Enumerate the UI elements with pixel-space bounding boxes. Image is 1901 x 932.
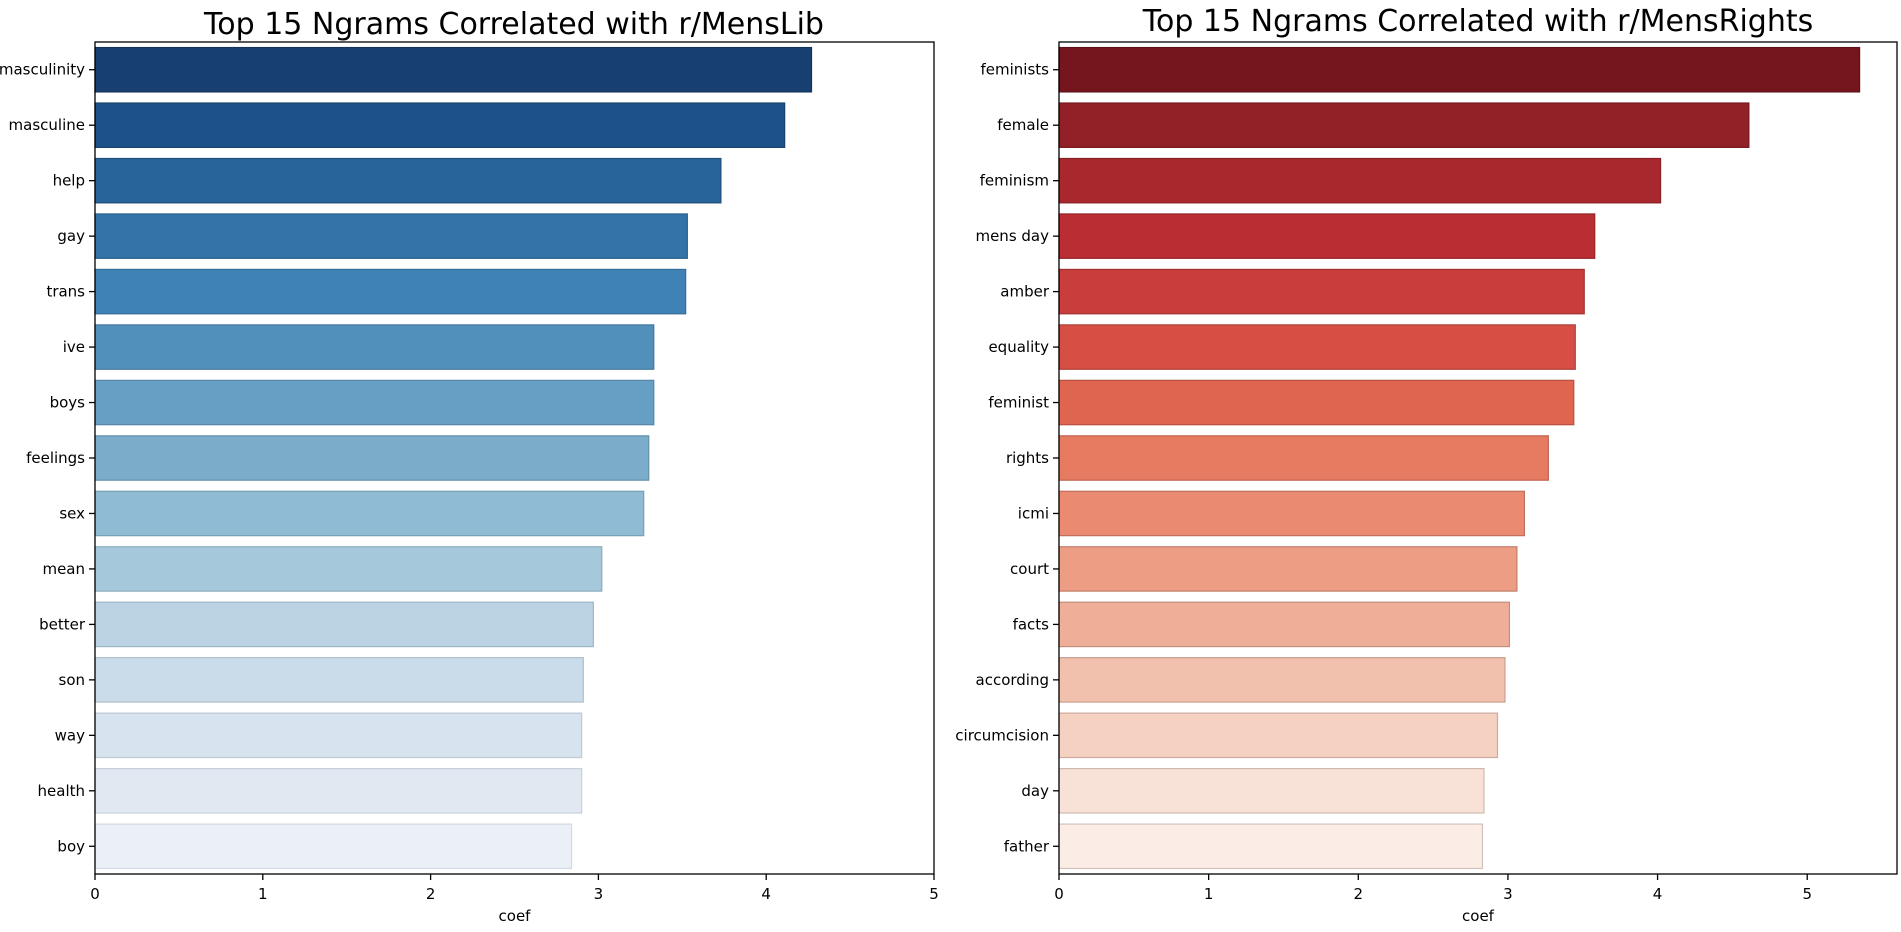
x-tick-label: 5 xyxy=(1802,885,1812,903)
y-tick-label: day xyxy=(1021,782,1049,800)
x-axis-label: coef xyxy=(499,907,532,925)
bar xyxy=(1058,657,1506,703)
y-tick-label: facts xyxy=(1013,615,1050,633)
y-tick-label: circumcision xyxy=(955,726,1049,744)
bar xyxy=(1058,601,1511,648)
plot-area xyxy=(94,41,935,875)
bar xyxy=(94,435,650,481)
bar xyxy=(94,157,722,204)
bar xyxy=(94,102,786,148)
y-tick-label: gay xyxy=(57,227,85,245)
y-tick-label: sex xyxy=(59,504,85,522)
bar xyxy=(94,546,603,592)
x-tick-label: 2 xyxy=(426,885,436,903)
y-tick-label: equality xyxy=(988,338,1049,356)
y-tick-label: masculine xyxy=(9,116,85,134)
bar xyxy=(94,712,583,759)
y-tick-label: feminist xyxy=(988,394,1049,412)
y-tick-label: boys xyxy=(50,394,86,412)
y-tick-label: icmi xyxy=(1018,504,1049,522)
bar xyxy=(1058,712,1499,759)
x-tick-label: 1 xyxy=(258,885,268,903)
bar xyxy=(1058,102,1750,148)
y-tick-label: son xyxy=(59,671,86,689)
y-tick-label: mens day xyxy=(975,227,1049,245)
x-tick-label: 5 xyxy=(929,885,939,903)
x-tick-label: 0 xyxy=(90,885,100,903)
bar xyxy=(94,379,655,426)
y-tick-label: feminism xyxy=(980,172,1049,190)
bar xyxy=(1058,268,1585,315)
x-tick-label: 2 xyxy=(1354,885,1364,903)
chart-title: Top 15 Ngrams Correlated with r/MensLib xyxy=(203,7,824,42)
bar xyxy=(1058,157,1662,204)
y-tick-label: father xyxy=(1004,837,1050,855)
y-tick-label: way xyxy=(55,726,85,744)
bar xyxy=(94,768,583,814)
chart-title: Top 15 Ngrams Correlated with r/MensRigh… xyxy=(1142,4,1813,39)
x-tick-label: 3 xyxy=(594,885,604,903)
bar xyxy=(94,490,645,537)
bar xyxy=(94,46,813,93)
bar xyxy=(1058,823,1484,870)
bar xyxy=(94,823,573,870)
y-tick-label: help xyxy=(53,172,85,190)
plot-area xyxy=(1058,41,1898,875)
x-tick-label: 4 xyxy=(761,885,771,903)
y-tick-label: masculinity xyxy=(0,61,85,79)
y-tick-label: feelings xyxy=(26,449,85,467)
bar xyxy=(94,324,655,370)
x-tick-label: 3 xyxy=(1503,885,1513,903)
x-axis-label: coef xyxy=(1462,907,1495,925)
bar xyxy=(1058,379,1575,426)
y-tick-label: ive xyxy=(63,338,85,356)
chart-panel-menslib: Top 15 Ngrams Correlated with r/MensLib m… xyxy=(0,7,939,925)
bar xyxy=(1058,435,1549,481)
bar xyxy=(1058,324,1576,370)
bar xyxy=(1058,46,1861,93)
bar xyxy=(1058,213,1596,259)
y-tick-label: female xyxy=(997,116,1049,134)
bar xyxy=(1058,546,1518,592)
y-tick-label: amber xyxy=(1000,283,1050,301)
bar xyxy=(1058,490,1525,537)
bar xyxy=(94,601,594,648)
bar xyxy=(94,268,687,315)
y-tick-label: court xyxy=(1010,560,1049,578)
y-tick-label: health xyxy=(38,782,85,800)
bar xyxy=(1058,768,1485,814)
x-tick-label: 4 xyxy=(1653,885,1663,903)
x-tick-label: 0 xyxy=(1054,885,1064,903)
y-tick-label: trans xyxy=(46,283,85,301)
y-tick-label: mean xyxy=(42,560,85,578)
y-tick-label: rights xyxy=(1006,449,1049,467)
y-tick-label: boy xyxy=(57,837,85,855)
y-tick-label: better xyxy=(39,615,86,633)
bar xyxy=(94,213,688,259)
y-tick-label: feminists xyxy=(981,61,1050,79)
bar xyxy=(94,657,584,703)
x-tick-label: 1 xyxy=(1204,885,1214,903)
chart-panel-mensrights: Top 15 Ngrams Correlated with r/MensRigh… xyxy=(955,4,1898,925)
y-tick-label: according xyxy=(976,671,1049,689)
